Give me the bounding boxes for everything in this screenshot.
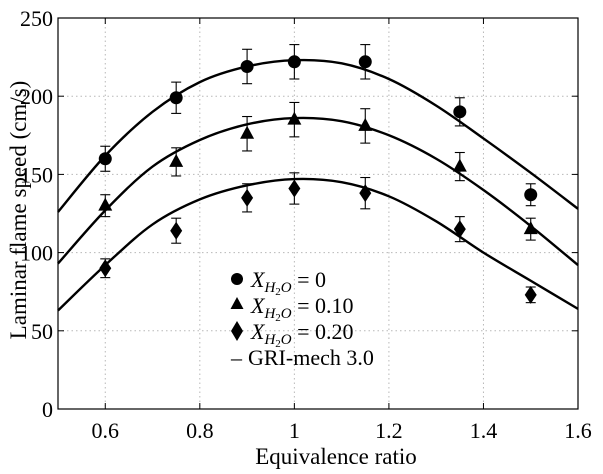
x-tick-label: 1.2 <box>375 418 403 443</box>
data-point-diamond <box>288 179 301 198</box>
data-point-triangle <box>240 125 255 139</box>
y-tick-label: 0 <box>42 397 53 422</box>
legend-label-series-3: XH2O = 0.20 <box>250 319 354 350</box>
y-tick-label: 150 <box>20 162 53 187</box>
model-curve-series-3 <box>57 177 579 312</box>
legend-label-series-2: XH2O = 0.10 <box>250 293 354 324</box>
y-tick-label: 250 <box>20 6 53 31</box>
legend-item-series-1: XH2O = 0 <box>231 267 326 298</box>
data-markers <box>98 44 538 304</box>
data-point-diamond <box>524 285 537 304</box>
legend-item-model: – GRI-mech 3.0 <box>230 345 374 370</box>
legend-item-series-2: XH2O = 0.10 <box>230 293 354 324</box>
x-tick-labels: 0.6 0.8 1 1.2 1.4 1.6 <box>92 418 592 443</box>
y-tick-labels: 0 50 100 150 200 250 <box>20 6 53 422</box>
x-tick-label: 0.6 <box>92 418 120 443</box>
y-tick-label: 100 <box>20 241 53 266</box>
data-point-circle <box>240 59 254 73</box>
legend-label-series-1: XH2O = 0 <box>250 267 326 298</box>
x-tick-label: 1.6 <box>564 418 592 443</box>
data-point-circle <box>524 188 538 202</box>
model-curve-series-2 <box>57 116 579 267</box>
x-tick-label: 1 <box>289 418 300 443</box>
data-point-circle <box>453 105 467 119</box>
legend-triangle-marker <box>230 297 244 309</box>
data-point-diamond <box>170 221 183 240</box>
y-axis-title: Laminar flame speed (cm/s) <box>6 81 31 340</box>
data-point-circle <box>98 152 112 166</box>
data-point-triangle <box>169 153 184 167</box>
data-point-circle <box>287 55 301 69</box>
y-tick-label: 50 <box>31 319 53 344</box>
y-tick-label: 200 <box>20 84 53 109</box>
legend-item-series-3: XH2O = 0.20 <box>231 319 354 350</box>
legend-circle-marker <box>231 273 243 285</box>
plot-frame <box>57 17 579 410</box>
legend-diamond-marker <box>231 321 243 341</box>
x-tick-label: 0.8 <box>186 418 214 443</box>
data-point-triangle <box>358 117 373 131</box>
legend: XH2O = 0 XH2O = 0.10 XH2O = 0.20 – GRI-me… <box>230 267 374 370</box>
model-curve-series-1 <box>57 58 579 213</box>
x-tick-label: 1.4 <box>470 418 498 443</box>
data-point-triangle <box>523 221 538 235</box>
data-point-diamond <box>241 188 254 207</box>
data-point-diamond <box>359 184 372 203</box>
axis-ticks <box>58 17 579 410</box>
data-point-triangle <box>98 197 113 211</box>
data-point-circle <box>169 91 183 105</box>
data-point-triangle <box>452 158 467 172</box>
model-curves <box>57 58 579 312</box>
data-point-diamond <box>453 220 466 239</box>
data-point-circle <box>358 55 372 69</box>
data-point-triangle <box>287 111 302 125</box>
data-point-diamond <box>99 259 112 278</box>
x-axis-title: Equivalence ratio <box>255 444 417 469</box>
legend-label-model: – GRI-mech 3.0 <box>230 345 374 370</box>
